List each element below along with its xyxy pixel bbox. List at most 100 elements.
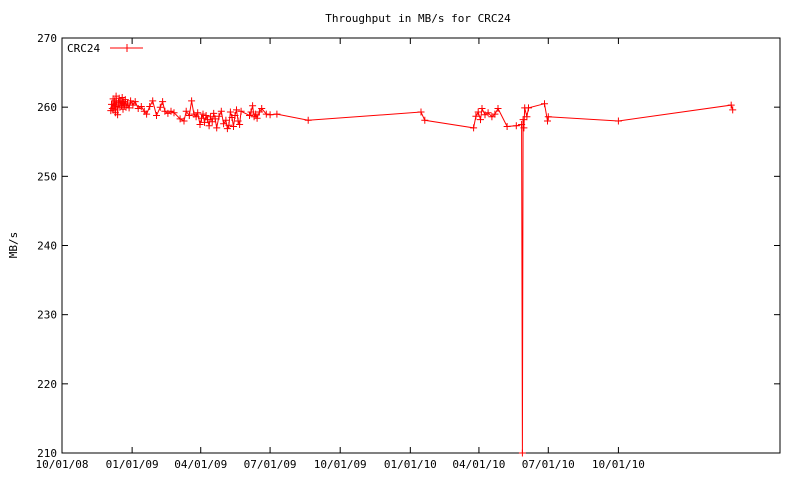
data-point — [729, 106, 737, 114]
data-point — [477, 116, 484, 124]
y-tick-label: 210 — [37, 447, 57, 460]
data-point — [246, 112, 253, 119]
data-point — [253, 114, 261, 122]
data-point — [727, 101, 735, 109]
data-point — [266, 111, 274, 119]
y-axis-ticks: 210 220 230 240 250 260 270 — [37, 32, 780, 460]
data-point — [211, 115, 219, 123]
x-tick-label: 10/01/09 — [314, 458, 367, 471]
data-point — [247, 108, 255, 116]
data-point — [122, 103, 130, 111]
data-point — [512, 122, 520, 130]
series-line-crc24 — [110, 96, 734, 454]
legend-label-crc24: CRC24 — [67, 42, 100, 55]
data-point — [233, 106, 240, 114]
data-point — [503, 123, 511, 130]
x-tick-label: 01/01/10 — [384, 458, 437, 471]
data-point — [230, 123, 237, 130]
data-point — [523, 113, 531, 121]
y-axis-label: MB/s — [7, 232, 20, 259]
data-point — [223, 125, 231, 133]
data-point — [113, 103, 121, 110]
data-point — [544, 117, 551, 125]
data-point — [262, 110, 270, 118]
data-point — [258, 105, 266, 112]
data-point — [137, 103, 145, 110]
data-point — [117, 97, 125, 105]
legend-marker-crc24 — [123, 44, 131, 52]
data-point — [236, 121, 244, 128]
data-point — [143, 110, 151, 118]
y-tick-label: 250 — [37, 170, 57, 183]
data-point — [491, 110, 499, 118]
data-point — [519, 116, 527, 124]
data-point — [520, 124, 528, 132]
data-point — [225, 121, 233, 129]
data-point — [525, 104, 532, 112]
data-point — [196, 121, 204, 128]
legend: CRC24 — [67, 42, 143, 55]
data-point — [176, 115, 184, 123]
data-point — [474, 108, 482, 116]
y-tick-label: 220 — [37, 378, 57, 391]
data-point — [544, 113, 552, 121]
data-point — [127, 97, 135, 105]
data-point — [470, 124, 478, 132]
y-tick-label: 240 — [37, 240, 57, 253]
data-point — [207, 113, 215, 121]
y-tick-label: 270 — [37, 32, 57, 45]
data-point — [417, 108, 425, 116]
data-point — [226, 108, 234, 116]
data-point — [210, 109, 218, 117]
x-tick-label: 07/01/10 — [522, 458, 575, 471]
data-point — [215, 112, 223, 120]
data-point — [222, 116, 230, 124]
data-point — [304, 116, 312, 124]
data-point — [114, 111, 122, 119]
data-point — [421, 116, 429, 124]
data-point — [118, 102, 125, 110]
data-point — [192, 113, 200, 121]
x-tick-label: 04/01/10 — [452, 458, 505, 471]
data-point — [472, 112, 480, 120]
data-point — [202, 112, 210, 119]
data-point — [108, 105, 116, 112]
x-tick-label: 01/01/09 — [106, 458, 159, 471]
data-point — [111, 97, 119, 105]
x-tick-label: 07/01/09 — [244, 458, 297, 471]
data-point — [231, 112, 239, 119]
x-tick-label: 04/01/09 — [174, 458, 227, 471]
y-tick-label: 260 — [37, 101, 57, 114]
data-point — [156, 103, 164, 111]
series-layer — [107, 92, 737, 457]
data-point — [199, 110, 207, 118]
data-point — [182, 107, 190, 115]
data-point — [234, 117, 242, 125]
data-point — [180, 117, 188, 125]
data-point — [252, 110, 260, 118]
x-axis-ticks: 10/01/08 01/01/09 04/01/09 07/01/09 10/01/09… — [36, 38, 645, 471]
data-point — [249, 102, 257, 110]
data-point — [273, 110, 281, 118]
data-point — [185, 112, 193, 119]
y-tick-label: 230 — [37, 309, 57, 322]
data-point — [205, 122, 213, 130]
data-point — [217, 107, 225, 115]
data-point — [167, 107, 175, 115]
data-point — [541, 100, 548, 108]
data-point — [125, 104, 133, 112]
data-point — [198, 114, 205, 122]
data-point — [194, 109, 202, 117]
data-point — [146, 103, 154, 110]
x-tick-label: 10/01/10 — [592, 458, 645, 471]
plot-frame — [61, 37, 781, 454]
data-point — [237, 107, 245, 115]
data-point — [149, 97, 157, 105]
data-point — [213, 124, 221, 132]
data-point — [494, 105, 502, 112]
chart-title: Throughput in MB/s for CRC24 — [325, 12, 511, 25]
data-point — [188, 97, 196, 105]
data-point — [478, 105, 486, 112]
data-point — [108, 100, 115, 108]
